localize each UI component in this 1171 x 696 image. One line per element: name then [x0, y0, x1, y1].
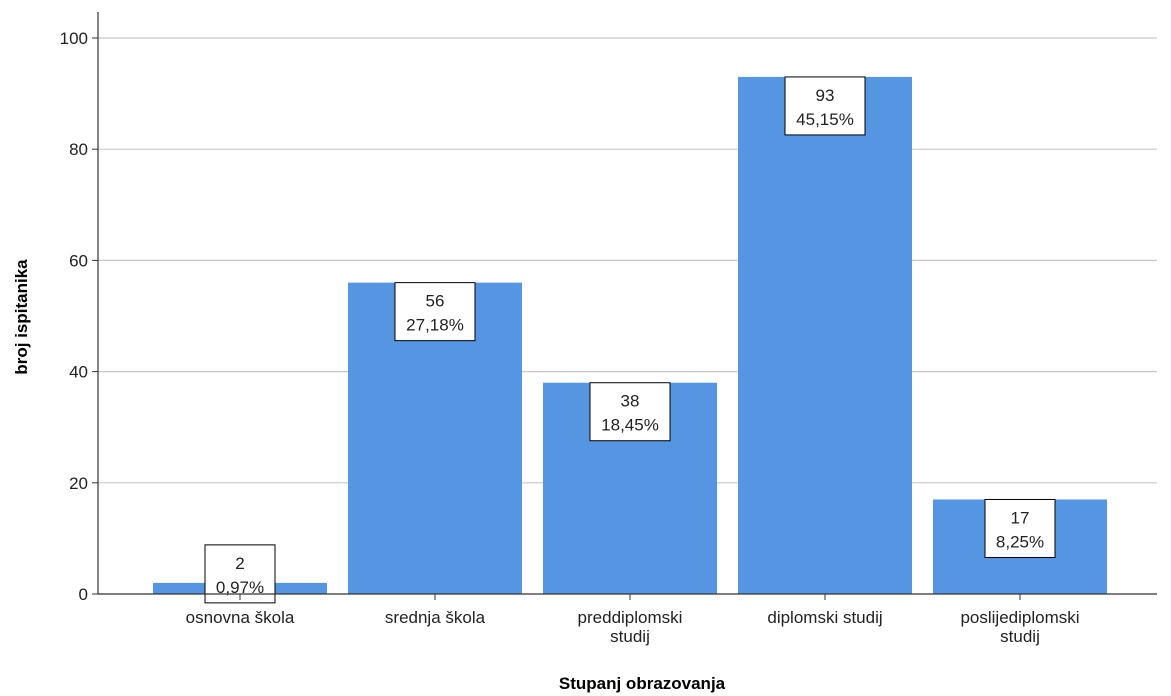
gridlines — [98, 37, 1157, 484]
data-label-percent: 18,45% — [601, 416, 659, 435]
data-labels: 2 0,97% 56 27,18% 38 18,45% 93 45,15% 17 8,25% — [204, 76, 1056, 604]
data-label-percent: 8,25% — [996, 532, 1044, 551]
data-label-value: 93 — [816, 86, 835, 105]
bars — [153, 76, 1107, 595]
y-tick-label: 20 — [69, 474, 88, 493]
x-axis-title: Stupanj obrazovanja — [559, 674, 726, 693]
y-tick-label: 40 — [69, 363, 88, 382]
x-tick-label: preddiplomski — [578, 608, 683, 627]
data-label-percent: 0,97% — [216, 578, 264, 597]
x-tick-label: srednja škola — [385, 608, 486, 627]
y-tick-label: 60 — [69, 251, 88, 270]
data-label-value: 38 — [621, 392, 640, 411]
x-tick-label: studij — [610, 627, 650, 646]
data-label-box — [984, 498, 1056, 558]
x-tick-label: osnovna škola — [186, 608, 295, 627]
axes: 0 20 40 60 80 100 osnovna škola srednja škola pr… — [60, 12, 1157, 646]
data-label-box — [204, 544, 276, 604]
bar — [738, 76, 912, 595]
y-tick-label: 0 — [79, 585, 88, 604]
x-tick-label: diplomski studij — [767, 608, 882, 627]
y-tick-label: 80 — [69, 140, 88, 159]
data-label-percent: 45,15% — [796, 110, 854, 129]
data-label-value: 56 — [426, 292, 445, 311]
data-label-box — [784, 76, 866, 136]
y-tick-label: 100 — [60, 29, 88, 48]
data-label-value: 2 — [235, 554, 244, 573]
data-label-percent: 27,18% — [406, 316, 464, 335]
y-axis-title: broj ispitanika — [12, 259, 31, 375]
x-tick-label: poslijediplomski — [960, 608, 1079, 627]
x-tick-label: studij — [1000, 627, 1040, 646]
data-label-box — [589, 382, 671, 442]
data-label-box — [394, 282, 476, 342]
data-label-value: 17 — [1011, 508, 1030, 527]
